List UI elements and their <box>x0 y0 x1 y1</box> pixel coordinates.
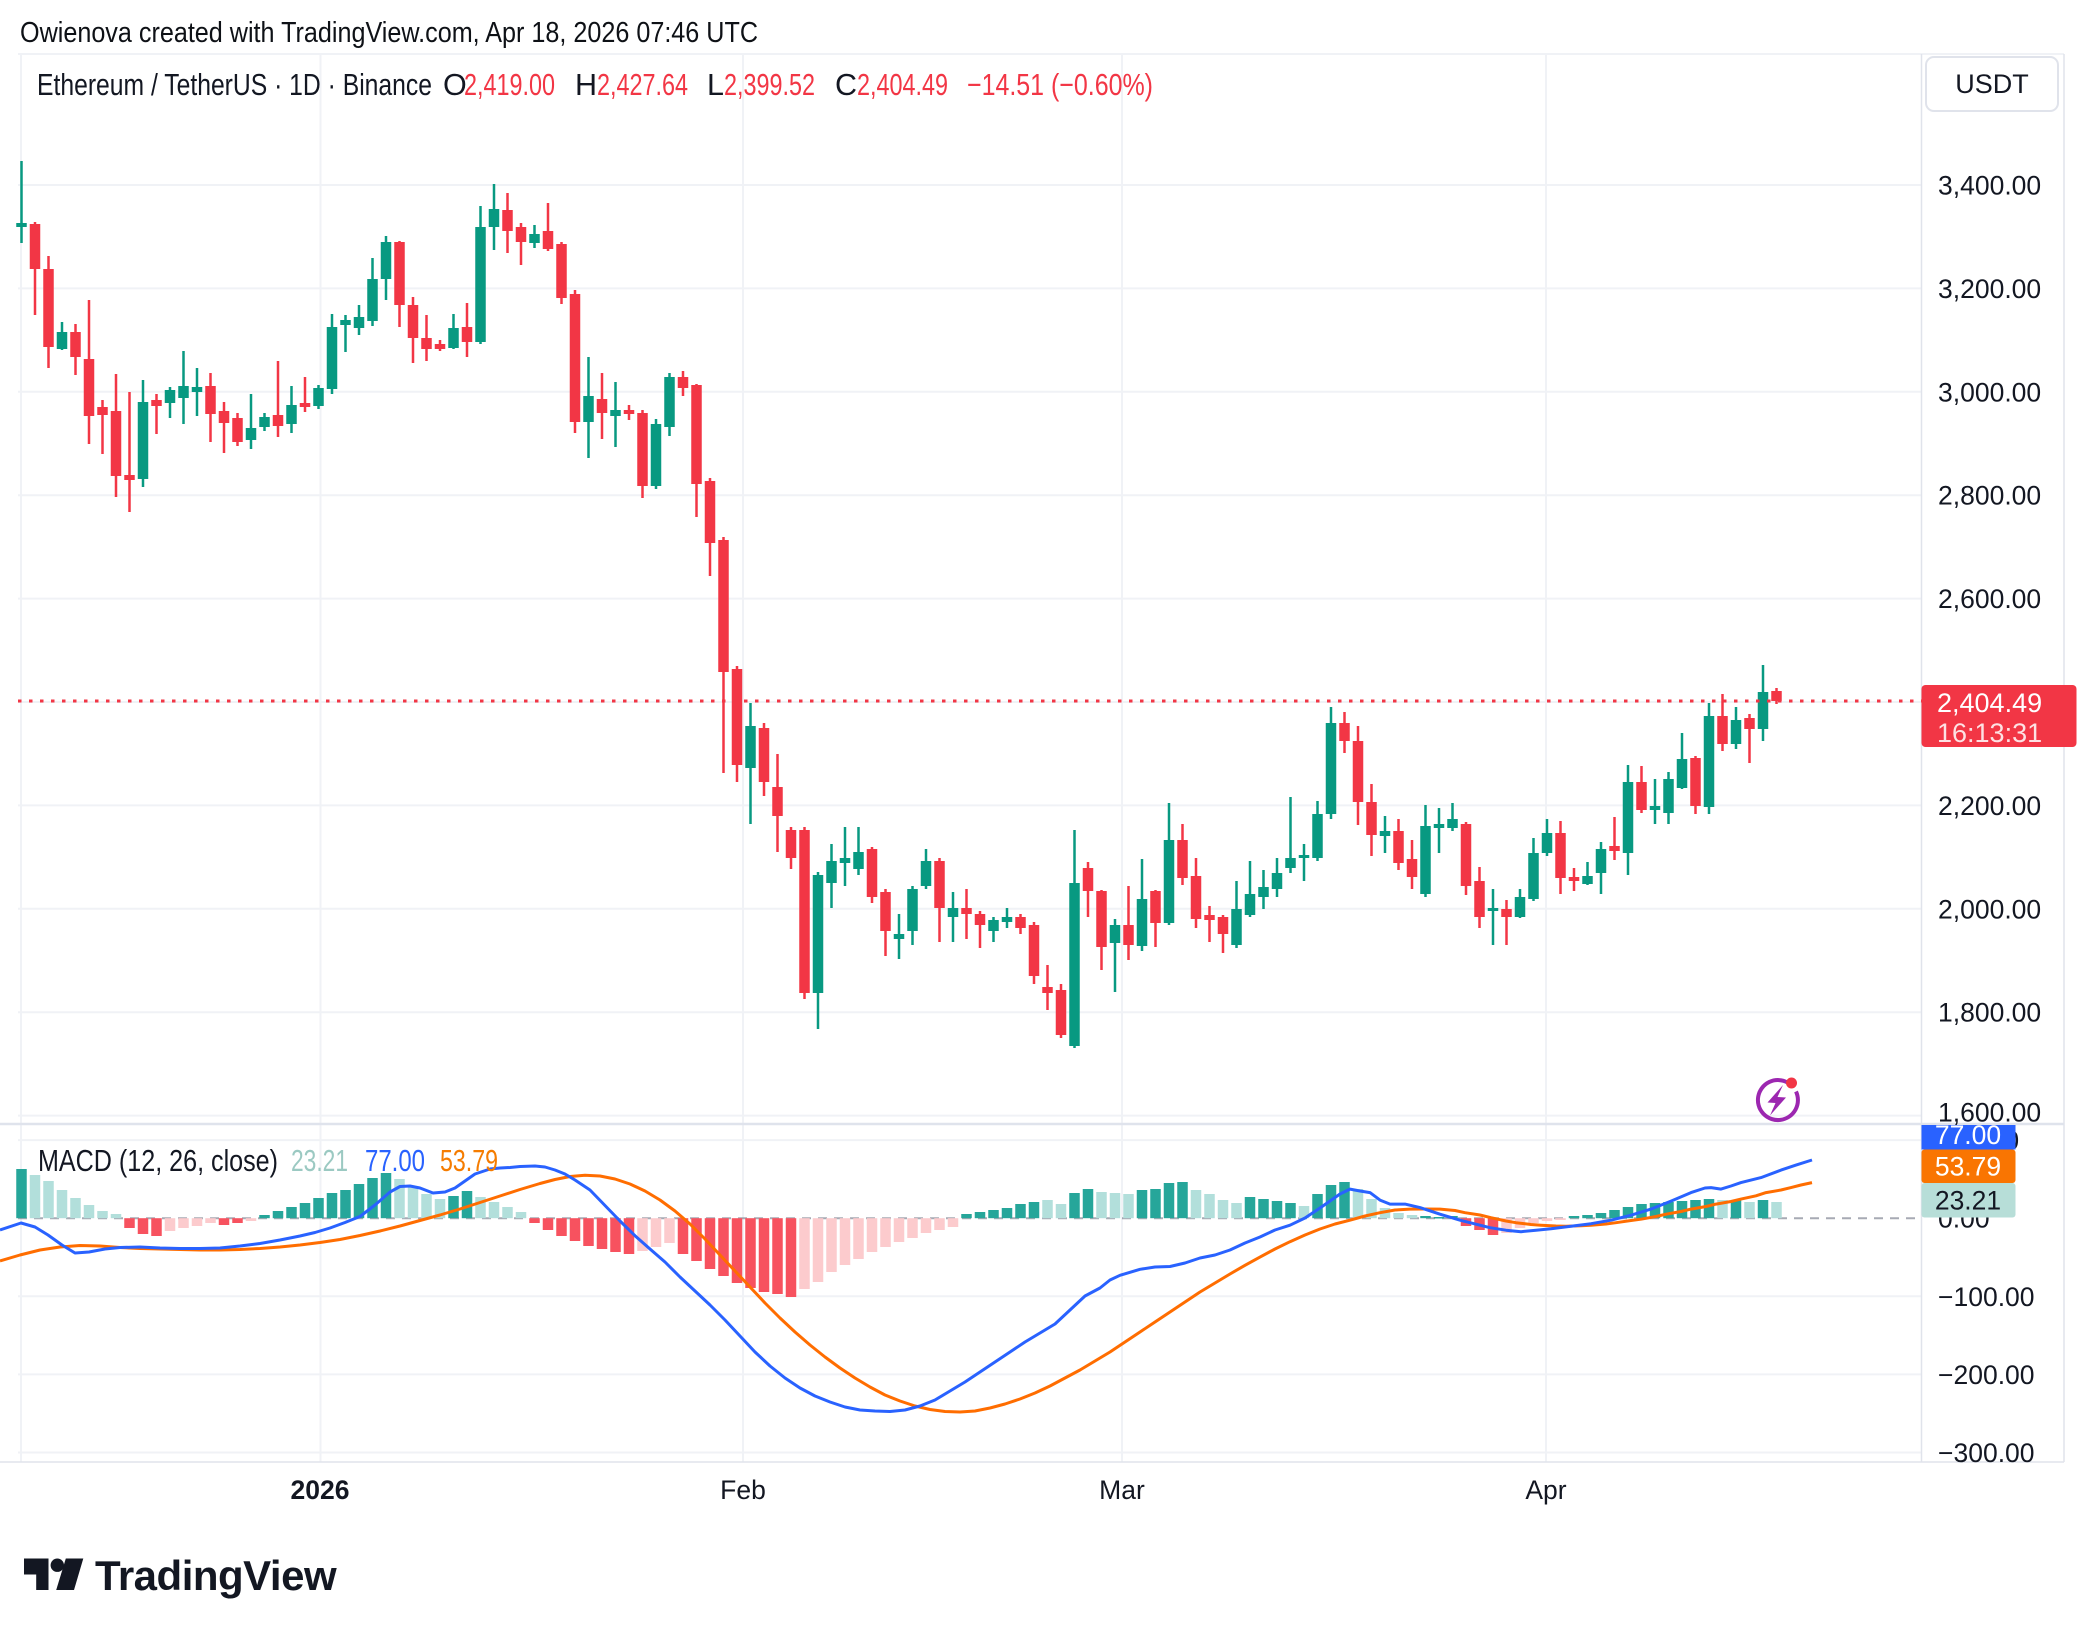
svg-text:2,600.00: 2,600.00 <box>1938 584 2041 614</box>
svg-text:−100.00: −100.00 <box>1938 1282 2035 1312</box>
svg-text:Ethereum / TetherUS · 1D · Bin: Ethereum / TetherUS · 1D · Binance <box>37 68 432 102</box>
svg-text:2,000.00: 2,000.00 <box>1938 894 2041 924</box>
svg-text:23.21: 23.21 <box>1935 1186 2001 1216</box>
svg-text:C: C <box>835 68 857 102</box>
svg-text:Owienova created with TradingV: Owienova created with TradingView.com, A… <box>20 17 758 49</box>
svg-text:−14.51 (−0.60%): −14.51 (−0.60%) <box>967 68 1153 102</box>
svg-text:TradingView: TradingView <box>95 1552 337 1599</box>
svg-text:3,000.00: 3,000.00 <box>1938 377 2041 407</box>
svg-text:53.79: 53.79 <box>1935 1152 2001 1182</box>
svg-text:23.21: 23.21 <box>291 1144 348 1178</box>
svg-text:2,419.00: 2,419.00 <box>464 68 555 102</box>
svg-text:O: O <box>443 68 467 102</box>
svg-text:2,404.49: 2,404.49 <box>1937 688 2042 718</box>
svg-text:Apr: Apr <box>1525 1475 1566 1505</box>
svg-text:USDT: USDT <box>1955 69 2029 99</box>
svg-text:2,427.64: 2,427.64 <box>597 68 688 102</box>
svg-text:1,600.00: 1,600.00 <box>1938 1098 2041 1128</box>
svg-text:−300.00: −300.00 <box>1938 1438 2035 1468</box>
svg-text:3,200.00: 3,200.00 <box>1938 274 2041 304</box>
svg-text:1,800.00: 1,800.00 <box>1938 998 2041 1028</box>
svg-text:53.79: 53.79 <box>440 1144 498 1178</box>
svg-text:16:13:31: 16:13:31 <box>1937 718 2042 748</box>
svg-text:2,399.52: 2,399.52 <box>724 68 815 102</box>
svg-text:H: H <box>575 68 597 102</box>
svg-text:L: L <box>707 68 724 102</box>
svg-text:−200.00: −200.00 <box>1938 1360 2035 1390</box>
svg-text:2,800.00: 2,800.00 <box>1938 481 2041 511</box>
svg-text:77.00: 77.00 <box>1935 1120 2001 1150</box>
svg-text:77.00: 77.00 <box>365 1144 425 1178</box>
svg-text:Mar: Mar <box>1099 1475 1145 1505</box>
svg-text:MACD (12, 26, close): MACD (12, 26, close) <box>38 1144 278 1178</box>
svg-text:2026: 2026 <box>291 1475 350 1505</box>
svg-text:3,400.00: 3,400.00 <box>1938 171 2041 201</box>
svg-text:Feb: Feb <box>720 1475 766 1505</box>
svg-text:2,200.00: 2,200.00 <box>1938 791 2041 821</box>
svg-text:2,404.49: 2,404.49 <box>857 68 948 102</box>
